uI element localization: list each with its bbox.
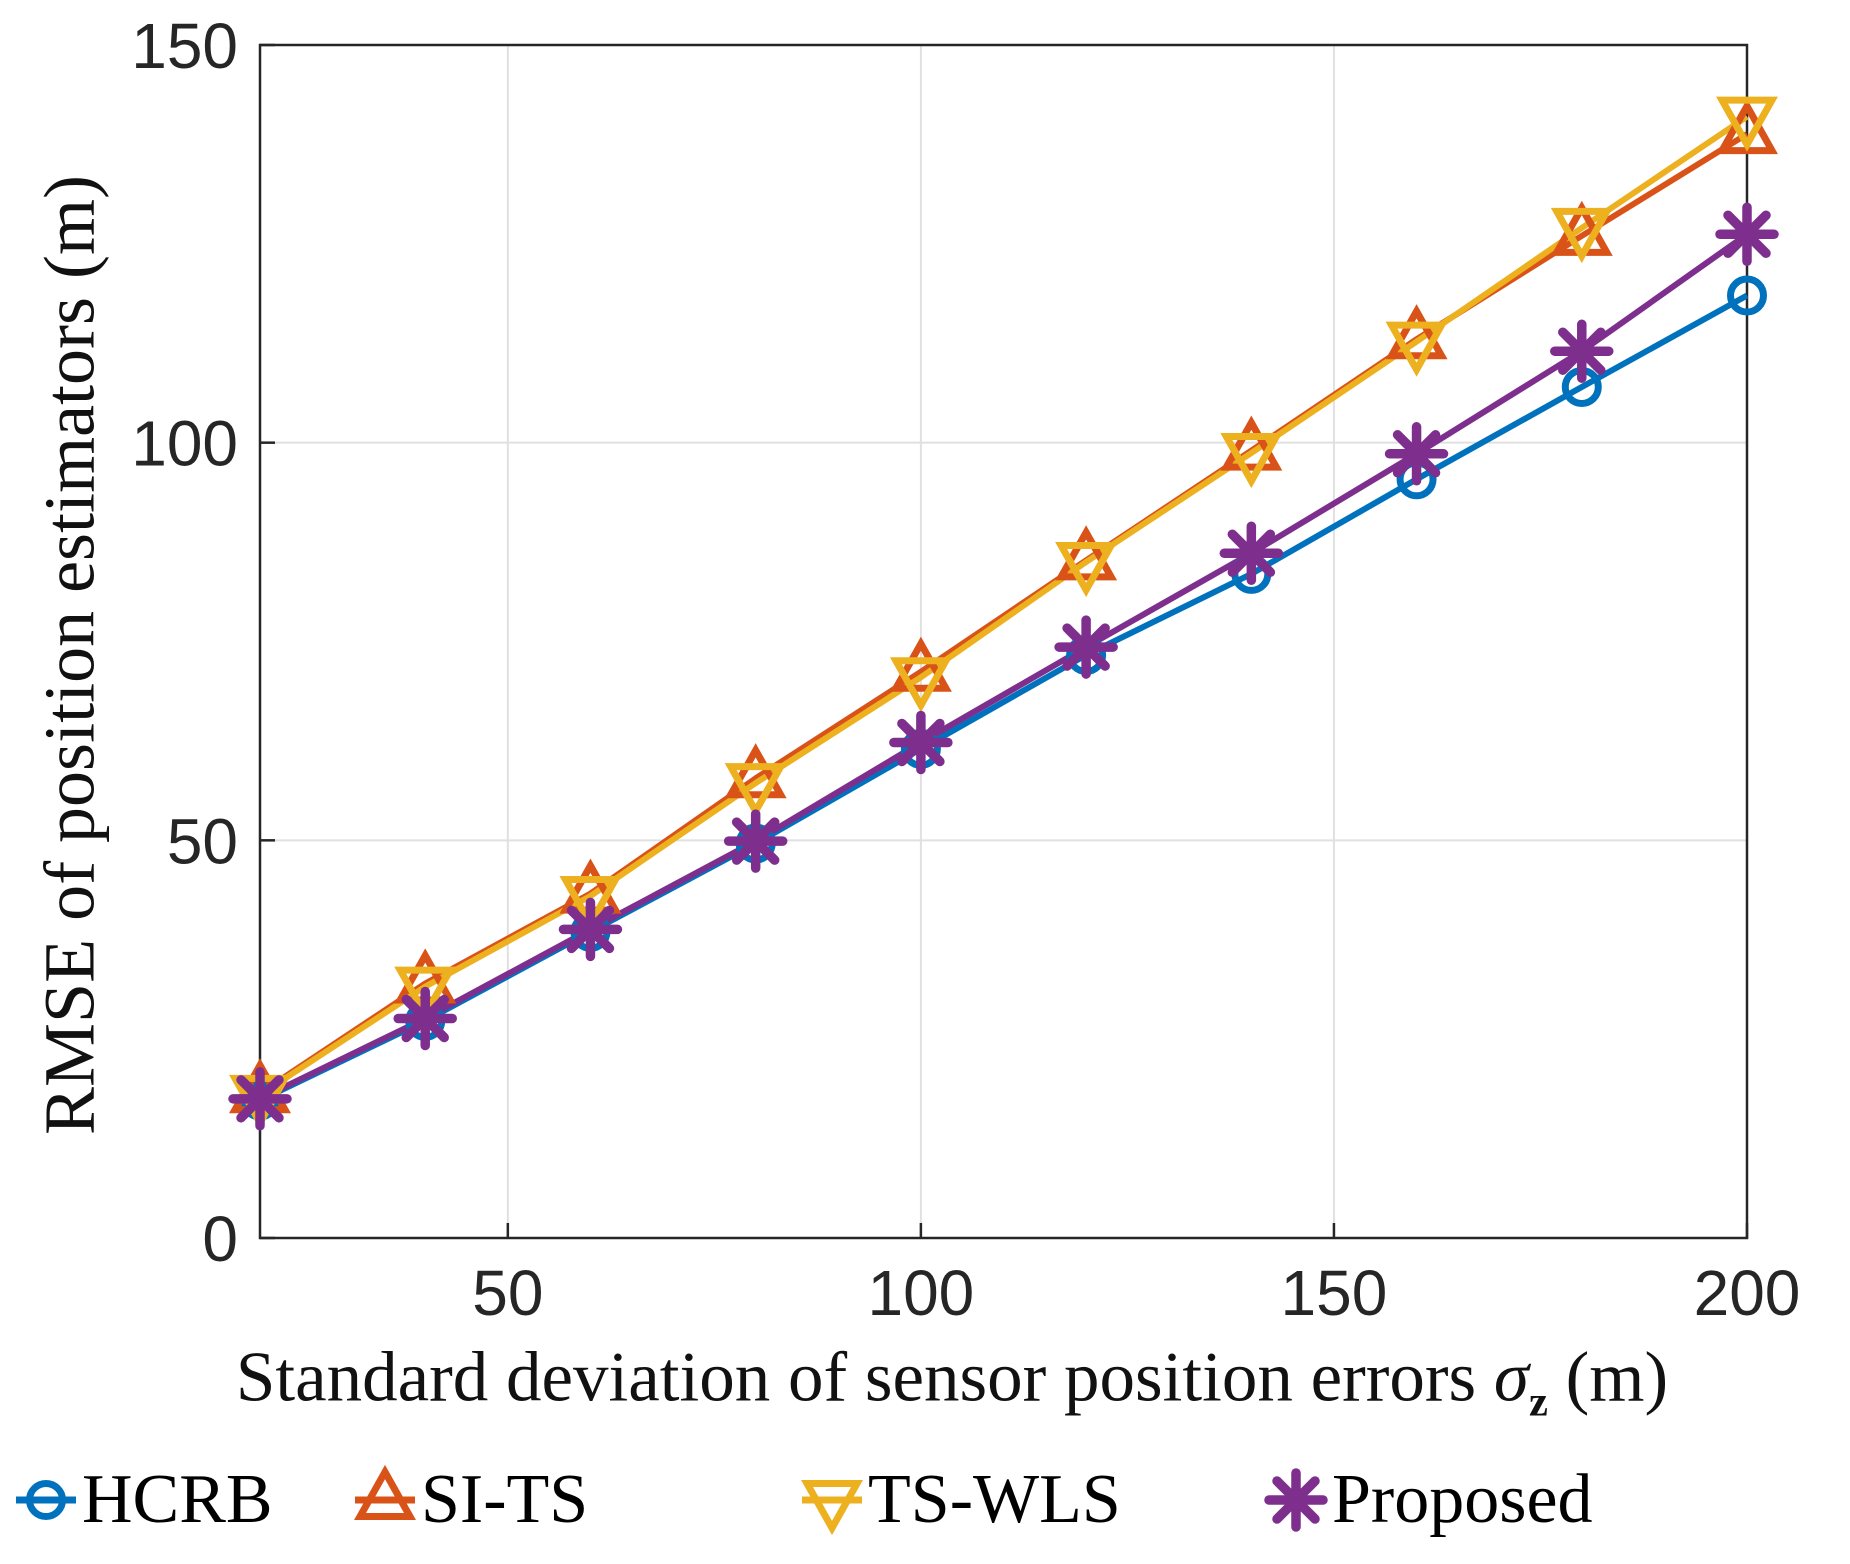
sigma-symbol: σ bbox=[1493, 1338, 1529, 1417]
svg-text:100: 100 bbox=[867, 1257, 974, 1329]
y-axis-label-text: RMSE of position estimators (m) bbox=[29, 175, 110, 1135]
svg-text:50: 50 bbox=[167, 805, 238, 877]
legend-label: Proposed bbox=[1332, 1461, 1593, 1538]
legend-item-hcrb: HCRB bbox=[14, 1440, 273, 1560]
svg-text:150: 150 bbox=[131, 10, 238, 82]
legend-label: SI-TS bbox=[421, 1461, 589, 1538]
x-axis-label-suffix: (m) bbox=[1547, 1338, 1669, 1417]
hcrb-circle-marker-icon bbox=[16, 1480, 76, 1520]
svg-text:50: 50 bbox=[472, 1257, 543, 1329]
si-ts-triangle-up-marker-icon bbox=[354, 1464, 416, 1520]
legend-label: HCRB bbox=[82, 1461, 273, 1538]
legend-label: TS-WLS bbox=[868, 1461, 1121, 1538]
svg-text:150: 150 bbox=[1281, 1257, 1388, 1329]
sigma-subscript: z bbox=[1528, 1378, 1548, 1426]
proposed-asterisk-marker-icon bbox=[1264, 1468, 1328, 1532]
x-axis-label: Standard deviation of sensor position er… bbox=[236, 1337, 1668, 1426]
svg-text:200: 200 bbox=[1694, 1257, 1801, 1329]
x-axis-label-prefix: Standard deviation of sensor position er… bbox=[235, 1338, 1494, 1417]
legend-item-si-ts: SI-TS bbox=[353, 1440, 588, 1560]
y-axis-label: RMSE of position estimators (m) bbox=[29, 175, 112, 1135]
svg-text:100: 100 bbox=[131, 408, 238, 480]
legend-item-ts-wls: TS-WLS bbox=[800, 1440, 1121, 1560]
legend-item-proposed: Proposed bbox=[1264, 1440, 1593, 1560]
legend: HCRB SI-TS TS-WLS Proposed bbox=[0, 1440, 1850, 1560]
svg-text:0: 0 bbox=[202, 1203, 238, 1275]
ts-wls-triangle-down-marker-icon bbox=[801, 1480, 863, 1536]
